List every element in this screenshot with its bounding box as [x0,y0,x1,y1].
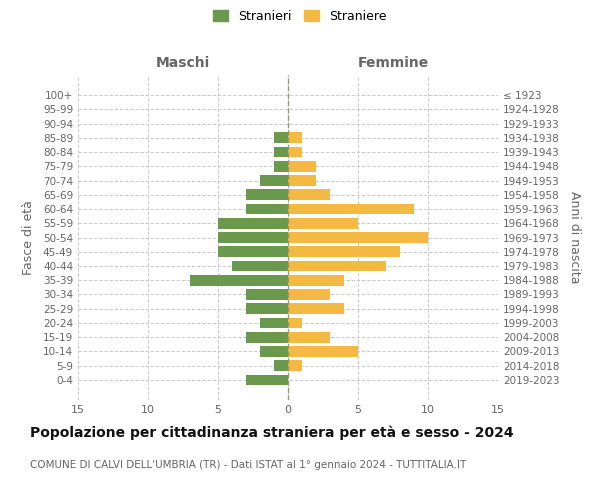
Bar [260,318,288,328]
Y-axis label: Anni di nascita: Anni di nascita [568,191,581,284]
Bar [246,289,288,300]
Bar [288,275,344,285]
Bar [190,275,288,285]
Bar [288,132,302,143]
Bar [274,146,288,158]
Text: Femmine: Femmine [358,56,428,70]
Bar [232,260,288,272]
Bar [274,360,288,371]
Bar [246,304,288,314]
Y-axis label: Fasce di età: Fasce di età [22,200,35,275]
Bar [288,246,400,257]
Text: COMUNE DI CALVI DELL'UMBRIA (TR) - Dati ISTAT al 1° gennaio 2024 - TUTTITALIA.IT: COMUNE DI CALVI DELL'UMBRIA (TR) - Dati … [30,460,466,470]
Bar [288,289,330,300]
Bar [274,132,288,143]
Bar [218,246,288,257]
Bar [288,260,386,272]
Bar [274,161,288,172]
Bar [246,190,288,200]
Bar [288,161,316,172]
Bar [288,304,344,314]
Text: Popolazione per cittadinanza straniera per età e sesso - 2024: Popolazione per cittadinanza straniera p… [30,425,514,440]
Bar [260,175,288,186]
Bar [288,318,302,328]
Bar [288,190,330,200]
Bar [288,204,414,214]
Bar [288,360,302,371]
Bar [288,232,428,243]
Bar [260,346,288,356]
Bar [246,374,288,385]
Bar [246,332,288,342]
Bar [288,218,358,228]
Bar [288,346,358,356]
Legend: Stranieri, Straniere: Stranieri, Straniere [209,6,391,26]
Bar [288,146,302,158]
Bar [288,332,330,342]
Text: Maschi: Maschi [156,56,210,70]
Bar [246,204,288,214]
Bar [288,175,316,186]
Bar [218,232,288,243]
Bar [218,218,288,228]
